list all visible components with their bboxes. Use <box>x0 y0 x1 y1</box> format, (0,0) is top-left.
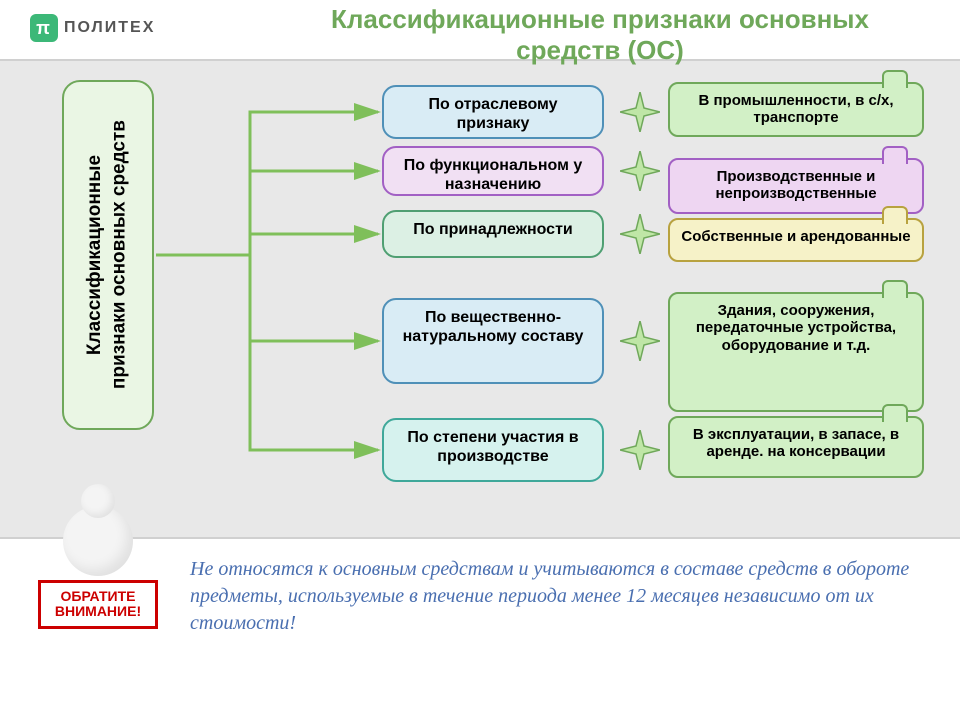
category-box-4: По степени участия в производстве <box>382 418 604 482</box>
star-icon-2 <box>620 214 660 254</box>
attention-sign: ОБРАТИТЕ ВНИМАНИЕ! <box>38 580 158 629</box>
star-icon-3 <box>620 321 660 361</box>
root-line2: признаки основных средств <box>108 120 133 389</box>
page-title: Классификационные признаки основных сред… <box>280 4 920 66</box>
category-box-1: По функциональном у назначению <box>382 146 604 196</box>
result-callout-3: Здания, сооружения, передаточные устройс… <box>668 292 924 412</box>
sign-line1: ОБРАТИТЕ <box>45 589 151 604</box>
category-box-0: По отраслевому признаку <box>382 85 604 139</box>
bottom-note: Не относятся к основным средствам и учит… <box>190 556 930 637</box>
logo-text: ПОЛИТЕХ <box>64 19 155 37</box>
star-icon-1 <box>620 151 660 191</box>
result-callout-4: В эксплуатации, в запасе, в аренде. на к… <box>668 416 924 478</box>
category-box-2: По принадлежности <box>382 210 604 258</box>
attention-figure: ОБРАТИТЕ ВНИМАНИЕ! <box>18 506 178 646</box>
root-line1: Классификационные <box>84 155 105 355</box>
star-icon-0 <box>620 92 660 132</box>
logo: π ПОЛИТЕХ <box>30 14 155 42</box>
pi-icon: π <box>30 14 58 42</box>
root-category-box: Классификационные признаки основных сред… <box>62 80 154 430</box>
sign-line2: ВНИМАНИЕ! <box>45 604 151 619</box>
category-box-3: По вещественно-натуральному составу <box>382 298 604 384</box>
star-icon-4 <box>620 430 660 470</box>
figure-body <box>63 506 133 576</box>
result-callout-2: Собственные и арендованные <box>668 218 924 262</box>
result-callout-0: В промышленности, в с/х, транспорте <box>668 82 924 137</box>
